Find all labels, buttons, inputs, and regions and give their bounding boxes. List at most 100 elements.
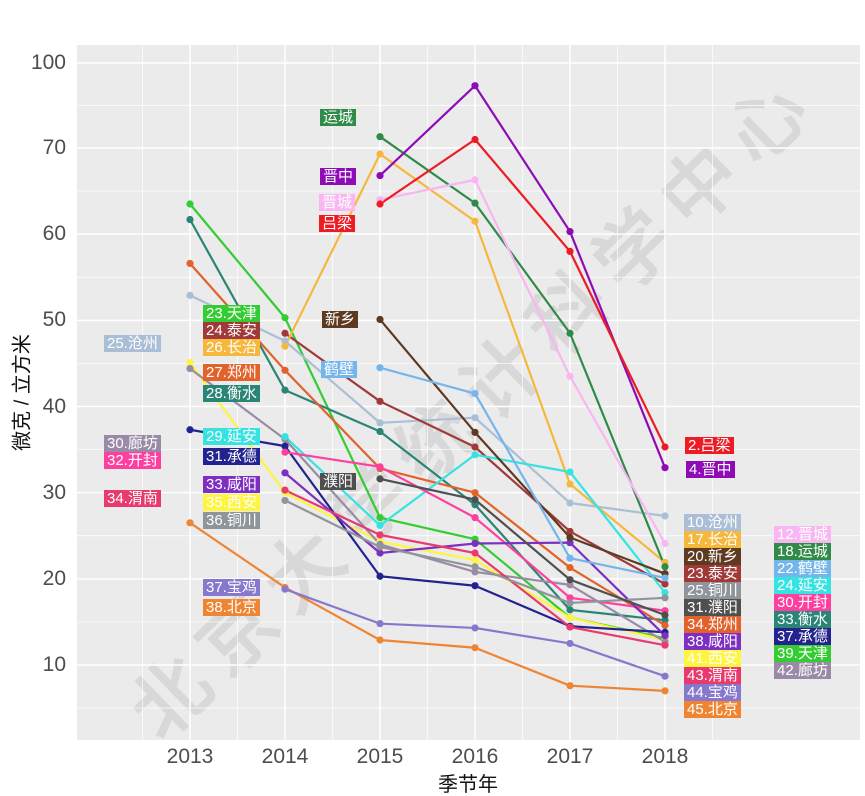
series-label: 2.吕梁 <box>685 437 734 454</box>
series-label: 23.天津 <box>203 305 260 322</box>
series-label: 25.铜川 <box>684 582 741 599</box>
series-label: 45.北京 <box>684 701 741 718</box>
data-point-晋城 <box>471 176 479 184</box>
data-point-咸阳 <box>471 539 479 548</box>
data-point-廊坊 <box>566 581 574 589</box>
data-point-晋中 <box>566 227 574 236</box>
data-point-廊坊 <box>186 364 194 373</box>
data-point-承德 <box>471 582 479 590</box>
data-point-鹤壁 <box>471 389 479 398</box>
data-point-衡水 <box>281 386 289 394</box>
data-point-沧州 <box>566 499 574 507</box>
data-point-北京 <box>376 636 384 644</box>
data-point-宝鸡 <box>376 620 384 628</box>
series-line-西安 <box>189 361 666 642</box>
series-label: 29.延安 <box>203 428 260 445</box>
data-point-郑州 <box>186 259 194 268</box>
data-point-衡水 <box>186 215 194 224</box>
data-point-开封 <box>566 594 574 602</box>
series-label: 36.铜川 <box>203 512 260 529</box>
series-label: 37.宝鸡 <box>203 579 260 596</box>
series-label: 20.新乡 <box>684 548 741 565</box>
y-axis-title: 微克 / 立方米 <box>11 334 34 451</box>
series-label: 27.郑州 <box>203 364 260 381</box>
series-label: 新乡 <box>322 311 359 328</box>
series-label: 43.渭南 <box>684 667 741 684</box>
series-label: 吕梁 <box>319 215 356 232</box>
series-label: 23.泰安 <box>684 565 741 582</box>
y-tick-label: 40 <box>42 394 66 418</box>
data-point-渭南 <box>376 531 384 539</box>
data-point-宝鸡 <box>661 672 669 680</box>
data-point-郑州 <box>566 564 574 572</box>
x-tick-label: 2016 <box>451 745 499 768</box>
data-point-北京 <box>566 682 574 690</box>
data-point-承德 <box>376 572 384 580</box>
data-point-咸阳 <box>661 632 669 640</box>
data-point-泰安 <box>376 397 384 405</box>
data-point-延安 <box>566 468 574 476</box>
data-point-铜川 <box>661 594 669 602</box>
series-label: 38.北京 <box>203 599 260 616</box>
y-tick-label: 60 <box>42 222 66 246</box>
data-point-运城 <box>661 563 669 571</box>
data-point-渭南 <box>471 549 479 557</box>
series-label: 30.开封 <box>774 594 831 611</box>
data-point-西安 <box>471 556 479 564</box>
series-label: 33.衡水 <box>774 611 831 628</box>
data-point-濮阳 <box>566 576 574 584</box>
data-point-泰安 <box>661 580 669 588</box>
data-point-泰安 <box>471 443 479 451</box>
series-label: 鹤壁 <box>321 361 358 378</box>
data-point-北京 <box>661 687 669 695</box>
data-point-新乡 <box>376 315 384 324</box>
data-point-咸阳 <box>376 549 384 557</box>
data-point-衡水 <box>566 606 574 614</box>
data-point-晋城 <box>661 539 669 548</box>
data-point-渭南 <box>661 641 669 649</box>
data-point-郑州 <box>661 621 669 629</box>
series-label: 26.长治 <box>203 339 260 356</box>
series-label: 晋中 <box>320 168 357 185</box>
series-label: 18.运城 <box>774 543 831 560</box>
series-label: 32.开封 <box>104 452 161 469</box>
series-label: 22.鹤壁 <box>774 560 831 577</box>
data-point-郑州 <box>471 489 479 497</box>
data-point-泰安 <box>566 527 574 536</box>
data-point-鹤壁 <box>376 364 384 372</box>
data-point-泰安 <box>281 329 289 337</box>
data-point-长治 <box>281 342 289 350</box>
x-axis-title: 季节年 <box>438 774 498 796</box>
series-label: 31.濮阳 <box>684 599 741 616</box>
data-point-西安 <box>186 358 194 367</box>
data-point-衡水 <box>376 427 384 436</box>
series-label: 39.天津 <box>774 645 831 662</box>
data-point-吕梁 <box>566 247 574 255</box>
data-point-天津 <box>281 314 289 322</box>
series-points <box>186 82 669 695</box>
data-point-延安 <box>661 589 669 597</box>
series-label: 31.承德 <box>203 448 260 465</box>
data-point-铜川 <box>566 599 574 607</box>
data-point-延安 <box>376 521 384 530</box>
y-tick-label: 50 <box>42 308 66 332</box>
x-tick-label: 2013 <box>166 745 214 768</box>
data-point-吕梁 <box>376 200 384 208</box>
series-line-衡水 <box>189 218 666 622</box>
series-label: 12.晋城 <box>774 526 831 543</box>
data-point-晋中 <box>661 464 669 472</box>
data-point-渭南 <box>566 623 574 631</box>
y-tick-label: 10 <box>42 653 66 676</box>
series-line-廊坊 <box>189 367 666 643</box>
data-point-沧州 <box>471 414 479 422</box>
data-point-沧州 <box>281 337 289 345</box>
data-point-延安 <box>471 451 479 459</box>
series-label: 44.宝鸡 <box>684 684 741 701</box>
series-line-新乡 <box>379 318 666 575</box>
data-point-廊坊 <box>471 568 479 576</box>
data-point-新乡 <box>471 428 479 436</box>
data-point-延安 <box>281 433 289 441</box>
data-point-北京 <box>186 519 194 527</box>
series-label: 24.泰安 <box>203 322 260 339</box>
data-point-濮阳 <box>376 475 384 483</box>
